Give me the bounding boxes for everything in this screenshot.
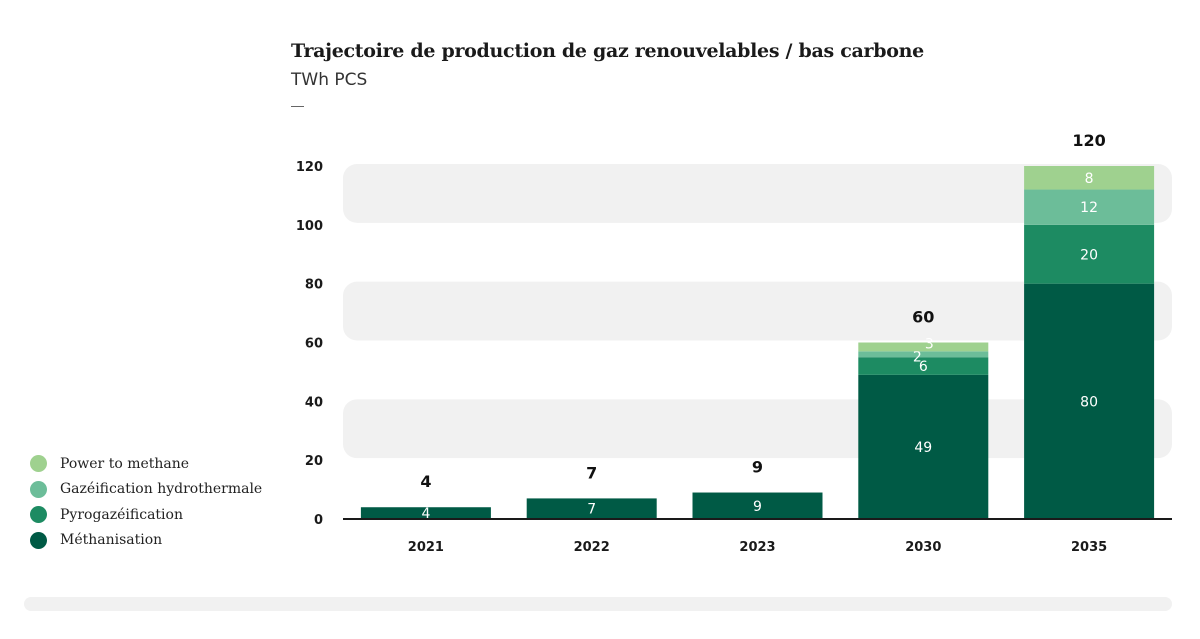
- legend-item-pyrogazeification: Pyrogazéification: [30, 502, 262, 528]
- x-tick-label: 2035: [1071, 540, 1107, 555]
- total-label: 120: [1072, 131, 1105, 150]
- data-label: 80: [1080, 394, 1098, 410]
- bar-segment: [1024, 166, 1155, 190]
- bar-segment: [526, 498, 657, 519]
- data-label: 4: [421, 506, 430, 522]
- data-label: 9: [753, 499, 762, 515]
- bar-segment: [1024, 224, 1155, 284]
- y-tick-label: 80: [305, 278, 323, 293]
- x-tick-label: 2023: [739, 540, 775, 555]
- y-tick-label: 60: [305, 337, 323, 352]
- x-tick-label: 2030: [905, 540, 941, 555]
- chart-title: Trajectoire de production de gaz renouve…: [291, 40, 924, 62]
- bar-chart: 0 20 40 60 80 100 120 4 4 2021 7 7 2022 9 9 2023 49 623 60…: [296, 131, 1172, 555]
- x-tick-label: 2021: [408, 540, 444, 555]
- legend-label: Méthanisation: [60, 532, 163, 549]
- bar-segment: [858, 351, 989, 358]
- bar-segment: [692, 492, 823, 519]
- legend-label: Gazéification hydrothermale: [60, 481, 263, 498]
- title-divider: [291, 106, 304, 107]
- data-label: 6: [919, 359, 928, 375]
- total-label: 7: [586, 463, 597, 482]
- legend-item-power-to-methane: Power to methane: [30, 451, 262, 477]
- data-label: 49: [914, 440, 932, 456]
- grid-band: [343, 281, 1172, 341]
- y-tick-label: 120: [296, 160, 323, 175]
- y-tick-label: 100: [296, 219, 323, 234]
- legend-item-methanisation: Méthanisation: [30, 528, 262, 554]
- total-label: 4: [420, 472, 431, 491]
- grid-band: [343, 164, 1172, 223]
- bottom-scroll-track: [24, 597, 1172, 611]
- legend-swatch: [30, 506, 47, 524]
- bar-segment: [360, 507, 491, 519]
- legend-label: Pyrogazéification: [60, 506, 183, 523]
- total-label: 60: [912, 308, 934, 327]
- legend-swatch: [30, 455, 47, 473]
- legend-label: Power to methane: [60, 455, 190, 472]
- chart-legend: Power to methane Gazéification hydrother…: [30, 451, 262, 553]
- y-tick-label: 20: [305, 454, 323, 469]
- y-tick-label: 0: [314, 513, 323, 528]
- bar-segment: [858, 357, 989, 375]
- data-label: 3: [925, 337, 934, 353]
- data-label: 2: [913, 349, 922, 365]
- total-label: 9: [752, 458, 763, 477]
- x-tick-label: 2022: [574, 540, 610, 555]
- legend-item-gazeification-hydrothermale: Gazéification hydrothermale: [30, 477, 262, 503]
- y-tick-label: 40: [305, 395, 323, 410]
- bar-segment: [1024, 283, 1155, 519]
- data-label: 12: [1080, 200, 1098, 216]
- data-label: 8: [1085, 171, 1094, 187]
- data-label: 7: [587, 502, 596, 518]
- bar-segment: [858, 342, 989, 352]
- legend-swatch: [30, 480, 47, 498]
- bar-segment: [858, 374, 989, 519]
- bar-segment: [1024, 189, 1155, 225]
- data-label: 20: [1080, 247, 1098, 263]
- legend-swatch: [30, 531, 47, 549]
- chart-subtitle: TWh PCS: [291, 70, 368, 90]
